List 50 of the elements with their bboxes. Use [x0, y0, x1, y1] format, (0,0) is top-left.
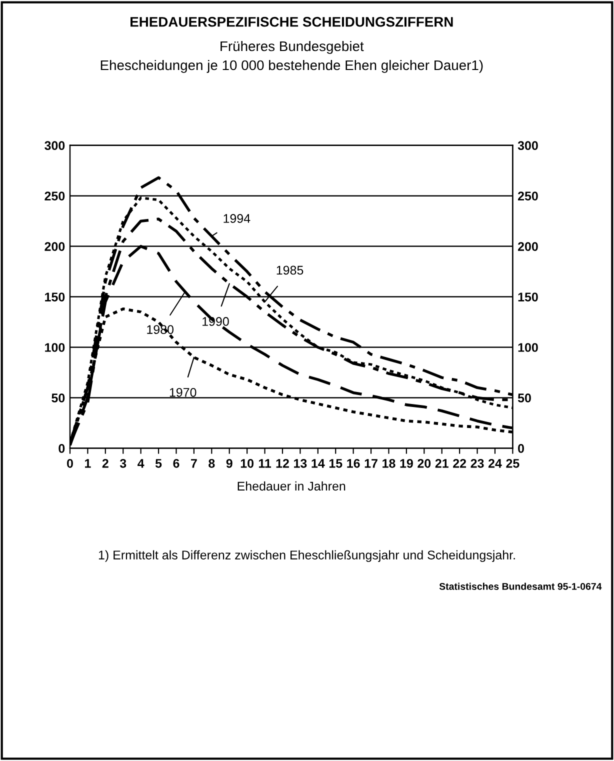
annotation: 1994 [224, 214, 250, 223]
y-tick-label: 150 [45, 292, 65, 302]
y-tick-label: 100 [45, 343, 65, 352]
y2-tick-label: 250 [518, 192, 538, 200]
y-tick-label: 50 [52, 394, 65, 402]
chart-title: EHEDAUERSPEZIFISCHE SCHEIDUNGSZIFFERN [130, 16, 453, 27]
x-tick-label: 1 [85, 459, 91, 468]
x-tick-label: 3 [120, 458, 126, 468]
x-tick-label: 18 [382, 458, 396, 468]
y2-tick-label: 200 [518, 242, 538, 251]
annotation: 1990 [202, 317, 229, 326]
x-tick-label: 15 [329, 459, 342, 468]
x-tick-label: 10 [240, 458, 254, 468]
y2-tick-label: 0 [518, 444, 524, 453]
x-tick-label: 14 [312, 459, 325, 468]
x-tick-label: 0 [67, 458, 73, 468]
y-tick-label: 200 [44, 242, 65, 251]
y-tick-label: 0 [58, 444, 65, 453]
x-tick-label: 6 [173, 458, 180, 468]
x-tick-label: 16 [347, 458, 360, 468]
x-tick-label: 5 [155, 459, 162, 468]
annotation: 1985 [276, 266, 304, 275]
x-tick-label: 24 [488, 458, 502, 468]
x-tick-label: 9 [226, 458, 232, 468]
x-tick-label: 22 [453, 458, 466, 468]
y2-tick-label: 150 [518, 292, 538, 302]
y-tick-label: 300 [44, 141, 65, 150]
x-tick-label: 7 [191, 459, 197, 468]
x-axis-title: Ehedauer in Jahren [238, 481, 346, 491]
x-tick-label: 19 [400, 458, 413, 468]
x-tick-label: 20 [418, 458, 431, 468]
x-tick-label: 8 [208, 458, 215, 468]
text: Statistisches Bundesamt 95-1-0674 [439, 582, 602, 590]
x-tick-label: 2 [102, 458, 108, 468]
y2-tick-label: 300 [518, 141, 538, 150]
x-tick-label: 13 [294, 458, 307, 468]
y-tick-label: 250 [44, 192, 65, 200]
x-tick-label: 23 [470, 458, 484, 468]
annotation: 1970 [170, 388, 196, 397]
text: 1) Ermittelt als Differenz zwischen Eheschließungsjahr und Scheidungsjahr. [98, 550, 515, 562]
chart-subtitle: Früheres Bundesgebiet Ehescheidungen je 10 000 bestehende Ehen gleicher Dauer1) [100, 40, 483, 73]
x-tick-label: 4 [138, 459, 144, 468]
x-tick-label: 11 [258, 459, 272, 468]
y2-tick-label: 50 [518, 394, 531, 402]
x-tick-label: 17 [364, 459, 378, 468]
y2-tick-label: 100 [518, 343, 538, 352]
x-tick-label: 12 [276, 458, 289, 468]
x-tick-label: 25 [506, 458, 520, 468]
x-tick-label: 21 [435, 458, 448, 468]
annotation: 1980 [147, 325, 174, 334]
